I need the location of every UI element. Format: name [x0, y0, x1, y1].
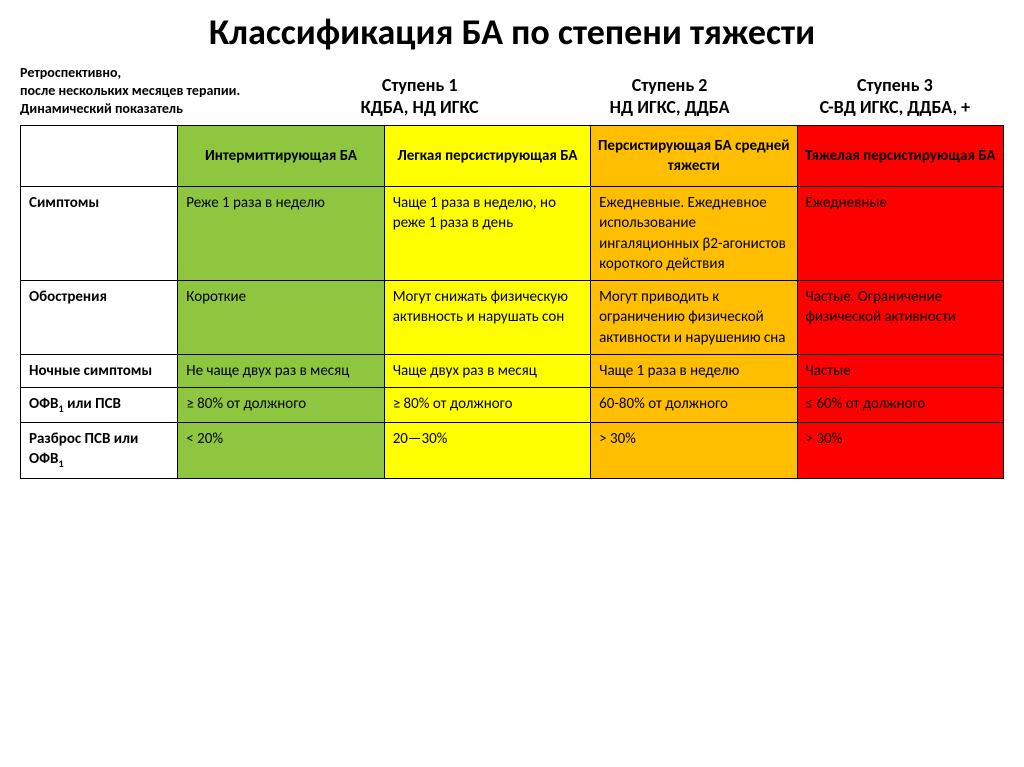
cell: 60-80% от должного	[591, 388, 797, 423]
retro-note: Ретроспективно,после нескольких месяцев …	[20, 64, 300, 119]
cell: Чаще двух раз в месяц	[384, 354, 590, 387]
cell: ≥ 80% от должного	[384, 388, 590, 423]
col-head-4: Тяжелая персистирующая БА	[797, 125, 1003, 187]
row-label: Разброс ПСВ или ОФВ1	[21, 423, 178, 478]
step-1: Ступень 1 КДБА, НД ИГКС	[300, 74, 539, 119]
cell: ≤ 60% от должного	[797, 388, 1003, 423]
cell: ≥ 80% от должного	[178, 388, 384, 423]
cell: Ежедневные	[797, 187, 1003, 281]
cell: Могут приводить к ограничению физической…	[591, 281, 797, 355]
table-row: СимптомыРеже 1 раза в неделюЧаще 1 раза …	[21, 187, 1004, 281]
page-title: Классификация БА по степени тяжести	[20, 10, 1004, 54]
header-row: Ретроспективно,после нескольких месяцев …	[20, 64, 1004, 119]
corner-cell	[21, 125, 178, 187]
cell: 20—30%	[384, 423, 590, 478]
cell: > 30%	[797, 423, 1003, 478]
table-row: ОФВ1 или ПСВ≥ 80% от должного≥ 80% от до…	[21, 388, 1004, 423]
cell: Не чаще двух раз в месяц	[178, 354, 384, 387]
step-1-sub: КДБА, НД ИГКС	[300, 96, 539, 119]
table-row: Ночные симптомыНе чаще двух раз в месяцЧ…	[21, 354, 1004, 387]
cell: < 20%	[178, 423, 384, 478]
step-3: Ступень 3 С-ВД ИГКС, ДДБА, +	[786, 74, 1004, 119]
step-3-title: Ступень 3	[786, 74, 1004, 97]
cell: Могут снижать физическую активность и на…	[384, 281, 590, 355]
table-header-row: Интермиттирующая БА Легкая персистирующа…	[21, 125, 1004, 187]
col-head-3: Персистирующая БА средней тяжести	[591, 125, 797, 187]
step-2-title: Ступень 2	[553, 74, 785, 97]
step-1-title: Ступень 1	[300, 74, 539, 97]
classification-table: Интермиттирующая БА Легкая персистирующа…	[20, 125, 1004, 479]
step-2: Ступень 2 НД ИГКС, ДДБА	[553, 74, 785, 119]
cell: Реже 1 раза в неделю	[178, 187, 384, 281]
cell: Частые	[797, 354, 1003, 387]
col-head-1: Интермиттирующая БА	[178, 125, 384, 187]
cell: Ежедневные. Ежедневное использование инг…	[591, 187, 797, 281]
cell: Чаще 1 раза в неделю	[591, 354, 797, 387]
row-label: ОФВ1 или ПСВ	[21, 388, 178, 423]
col-head-2: Легкая персистирующая БА	[384, 125, 590, 187]
row-label: Ночные симптомы	[21, 354, 178, 387]
table-row: ОбостренияКороткиеМогут снижать физическ…	[21, 281, 1004, 355]
row-label: Симптомы	[21, 187, 178, 281]
steps-row: Ступень 1 КДБА, НД ИГКС Ступень 2 НД ИГК…	[300, 74, 1004, 119]
step-2-sub: НД ИГКС, ДДБА	[553, 96, 785, 119]
cell: Короткие	[178, 281, 384, 355]
step-3-sub: С-ВД ИГКС, ДДБА, +	[786, 96, 1004, 119]
cell: Частые. Ограничение физической активност…	[797, 281, 1003, 355]
cell: Чаще 1 раза в неделю, но реже 1 раза в д…	[384, 187, 590, 281]
cell: > 30%	[591, 423, 797, 478]
row-label: Обострения	[21, 281, 178, 355]
table-row: Разброс ПСВ или ОФВ1< 20%20—30%> 30%> 30…	[21, 423, 1004, 478]
